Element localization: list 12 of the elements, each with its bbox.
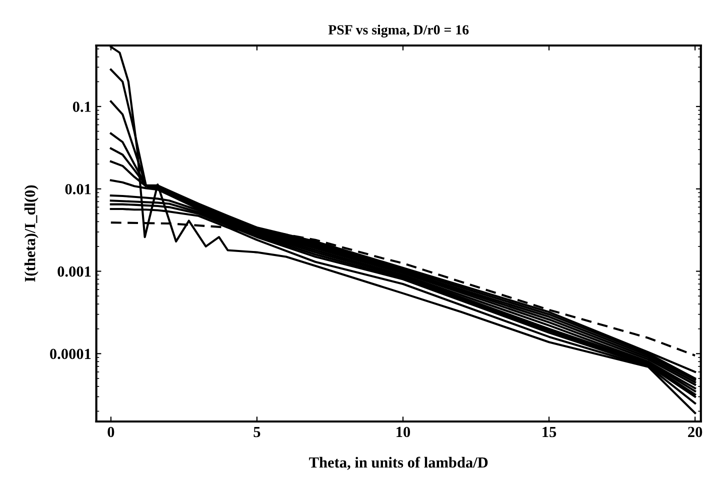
y-axis-title: I(theta)/I_dl(0): [24, 185, 38, 282]
x-tick-label: 0: [108, 426, 114, 438]
x-tick-label: 5: [254, 426, 260, 438]
x-axis-title: Theta, in units of lambda/D: [309, 456, 488, 470]
y-tick-label: 0.01: [65, 184, 91, 194]
y-tick-label: 0.0001: [50, 348, 91, 360]
x-tick-label: 15: [542, 426, 556, 438]
y-tick-label: 0.1: [72, 102, 91, 112]
chart-title: PSF vs sigma, D/r0 = 16: [328, 24, 469, 38]
x-tick-label: 10: [396, 426, 410, 438]
y-tick-label: 0.001: [58, 266, 91, 277]
x-tick-label: 20: [688, 426, 702, 438]
